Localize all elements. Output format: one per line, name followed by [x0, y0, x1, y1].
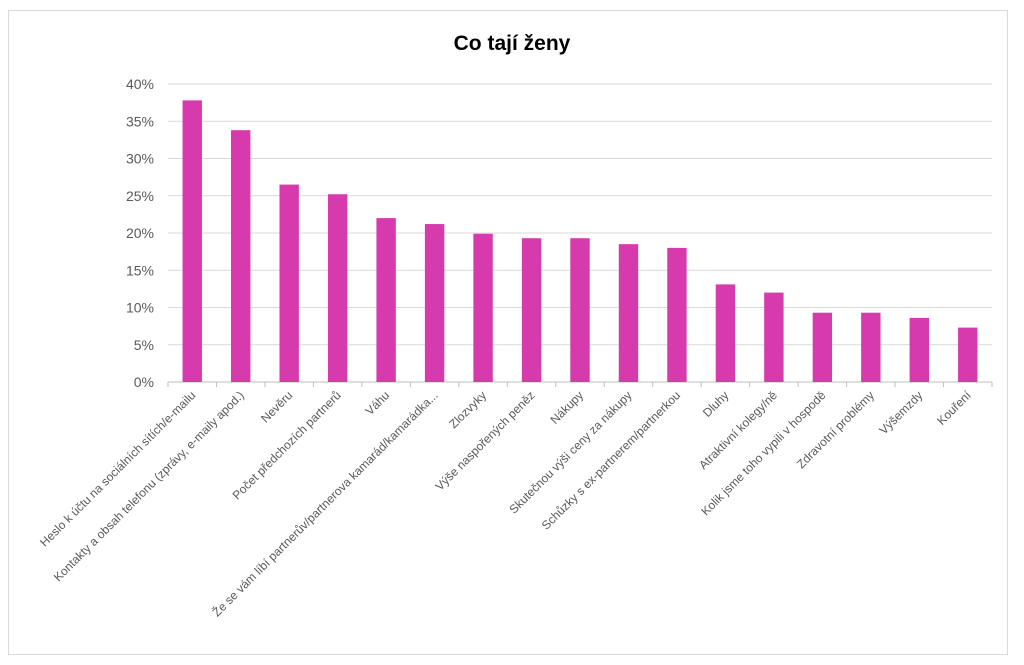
- bar: [424, 224, 445, 382]
- bar: [231, 130, 251, 382]
- x-axis-ticks: Heslo k účtu na sociálních sítích/e-mail…: [37, 388, 974, 620]
- bar: [764, 292, 784, 382]
- bar: [812, 312, 833, 382]
- y-tick-label: 30%: [126, 151, 154, 167]
- y-tick-label: 0%: [134, 374, 154, 390]
- bar: [909, 317, 929, 382]
- bar: [182, 100, 202, 382]
- bars: [182, 100, 978, 382]
- x-tick-label: Zlozvyky: [446, 388, 489, 431]
- x-tick-label: Že se vám líbí partnerův/partnerova kama…: [209, 388, 441, 620]
- x-tick-label: Kontakty a obsah telefonu (zprávy, e-mai…: [51, 388, 247, 584]
- gridlines: [167, 83, 993, 387]
- bar: [861, 312, 881, 382]
- chart-title: Co tají ženy: [454, 32, 571, 55]
- y-tick-label: 20%: [126, 225, 154, 241]
- y-tick-label: 40%: [126, 76, 154, 92]
- x-tick-label: Dluhy: [700, 388, 732, 420]
- y-tick-label: 15%: [126, 262, 154, 278]
- y-tick-label: 35%: [126, 113, 154, 129]
- y-tick-label: 5%: [134, 337, 154, 353]
- x-tick-label: Nákupy: [547, 388, 586, 427]
- x-tick-label: Výše naspořených peněz: [432, 388, 537, 493]
- x-tick-label: Kouření: [934, 388, 974, 428]
- x-tick-label: Výšemzdy: [876, 388, 925, 437]
- bar: [958, 327, 978, 382]
- y-tick-label: 10%: [126, 300, 154, 316]
- y-axis-ticks: 0% 5% 10% 15% 20% 25% 30% 35% 40%: [126, 76, 154, 390]
- bar: [715, 284, 736, 382]
- bar: [570, 238, 590, 382]
- bar: [618, 244, 639, 382]
- x-tick-label: Váhu: [363, 388, 393, 418]
- chart-frame: [8, 10, 1008, 655]
- bar: [521, 238, 542, 382]
- bar: [376, 218, 396, 382]
- bar: [279, 184, 299, 382]
- bar: [327, 194, 348, 382]
- bar: [473, 233, 493, 382]
- bar: [667, 247, 687, 382]
- y-tick-label: 25%: [126, 188, 154, 204]
- x-tick-label: Nevěru: [258, 388, 295, 425]
